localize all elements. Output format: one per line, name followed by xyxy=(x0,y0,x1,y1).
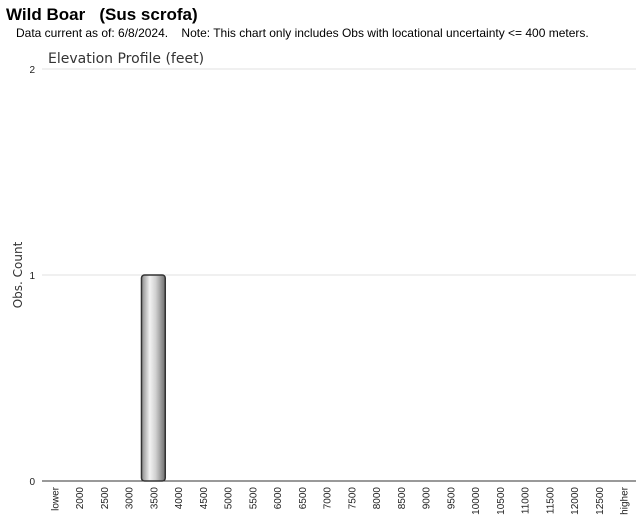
x-tick-label: higher xyxy=(620,486,631,514)
bar xyxy=(140,274,167,482)
x-tick-label: 11000 xyxy=(521,487,532,515)
x-tick-label: 7500 xyxy=(347,487,358,510)
x-tick-label: 7000 xyxy=(323,487,334,510)
x-tick-label: 9000 xyxy=(422,487,433,510)
x-tick-label: 10000 xyxy=(471,487,482,515)
x-tick-label: 12000 xyxy=(570,487,581,515)
subtitle: Data current as of: 6/8/2024. Note: This… xyxy=(16,26,589,40)
x-tick-label: 8500 xyxy=(397,487,408,510)
x-tick-label: 9500 xyxy=(446,487,457,510)
x-tick-label: 5000 xyxy=(224,487,235,510)
x-tick-label: 6500 xyxy=(298,487,309,510)
chart-title: Elevation Profile (feet) xyxy=(48,51,204,67)
x-tick-label: 5500 xyxy=(248,487,259,510)
x-tick-label: 6000 xyxy=(273,487,284,510)
title: Wild Boar (Sus scrofa) xyxy=(6,5,198,24)
y-axis-label: Obs. Count xyxy=(11,241,25,308)
y-tick-label: 1 xyxy=(29,271,35,282)
x-tick-label: 8000 xyxy=(372,487,383,510)
y-tick-label: 0 xyxy=(29,477,35,488)
x-tick-label: 12500 xyxy=(595,487,606,515)
x-tick-label: 2000 xyxy=(75,487,86,510)
x-tick-label: 4000 xyxy=(174,487,185,510)
x-tick-label: 2500 xyxy=(100,487,111,510)
y-tick-label: 2 xyxy=(29,65,35,76)
x-tick-label: 11500 xyxy=(545,487,556,515)
x-tick-label: 3500 xyxy=(149,487,160,510)
x-tick-label: 4500 xyxy=(199,487,210,510)
x-tick-label: 10500 xyxy=(496,487,507,515)
x-tick-label: 3000 xyxy=(125,487,136,510)
x-tick-label: lower xyxy=(50,486,61,511)
